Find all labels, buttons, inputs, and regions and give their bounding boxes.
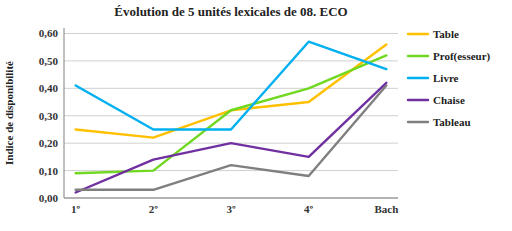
series-line: [76, 83, 387, 193]
x-tick-label: 3º: [226, 203, 236, 215]
title: Évolution de 5 unités lexicales de 08. E…: [114, 4, 347, 19]
grid-line: [64, 60, 398, 61]
legend-label: Prof(esseur): [433, 50, 491, 63]
grid-line: [64, 33, 398, 34]
y-tick-label: 0,40: [39, 82, 59, 94]
grid-line: [64, 198, 398, 199]
series-line: [76, 42, 387, 130]
x-axis: [64, 198, 398, 199]
legend-label: Tableau: [433, 116, 471, 128]
legend-swatch: [408, 33, 428, 35]
y-axis-label: Indice de disponibilité: [3, 61, 15, 165]
y-axis: [64, 28, 65, 198]
grid-line: [64, 88, 398, 89]
lines: [76, 42, 387, 193]
legend: Table Prof(esseur) Livre Chaise Tableau: [408, 28, 491, 128]
legend-label: Table: [433, 28, 459, 40]
legend-label: Livre: [433, 72, 459, 84]
y-tick-label: 0,30: [39, 110, 59, 122]
y-tick-label: 0,60: [39, 27, 59, 39]
x-tick-label: 2º: [149, 203, 159, 215]
x-tick-label: 4º: [304, 203, 314, 215]
series-line: [76, 44, 387, 137]
grid-line: [64, 115, 398, 116]
series-line: [76, 55, 387, 173]
legend-swatch: [408, 55, 428, 57]
x-tick-label: 1º: [71, 203, 81, 215]
grid: [64, 33, 398, 198]
y-tick-label: 0,50: [39, 55, 59, 67]
x-tick-label: Bach: [374, 203, 398, 215]
legend-swatch: [408, 77, 428, 79]
y-tick-label: 0,20: [39, 137, 59, 149]
y-tick-label: 0,00: [39, 192, 59, 204]
y-tick-label: 0,10: [39, 165, 59, 177]
legend-label: Chaise: [433, 94, 465, 106]
legend-swatch: [408, 99, 428, 101]
legend-swatch: [408, 121, 428, 123]
chart: Évolution de 5 unités lexicales de 08. E…: [0, 0, 512, 231]
series-line: [76, 86, 387, 190]
